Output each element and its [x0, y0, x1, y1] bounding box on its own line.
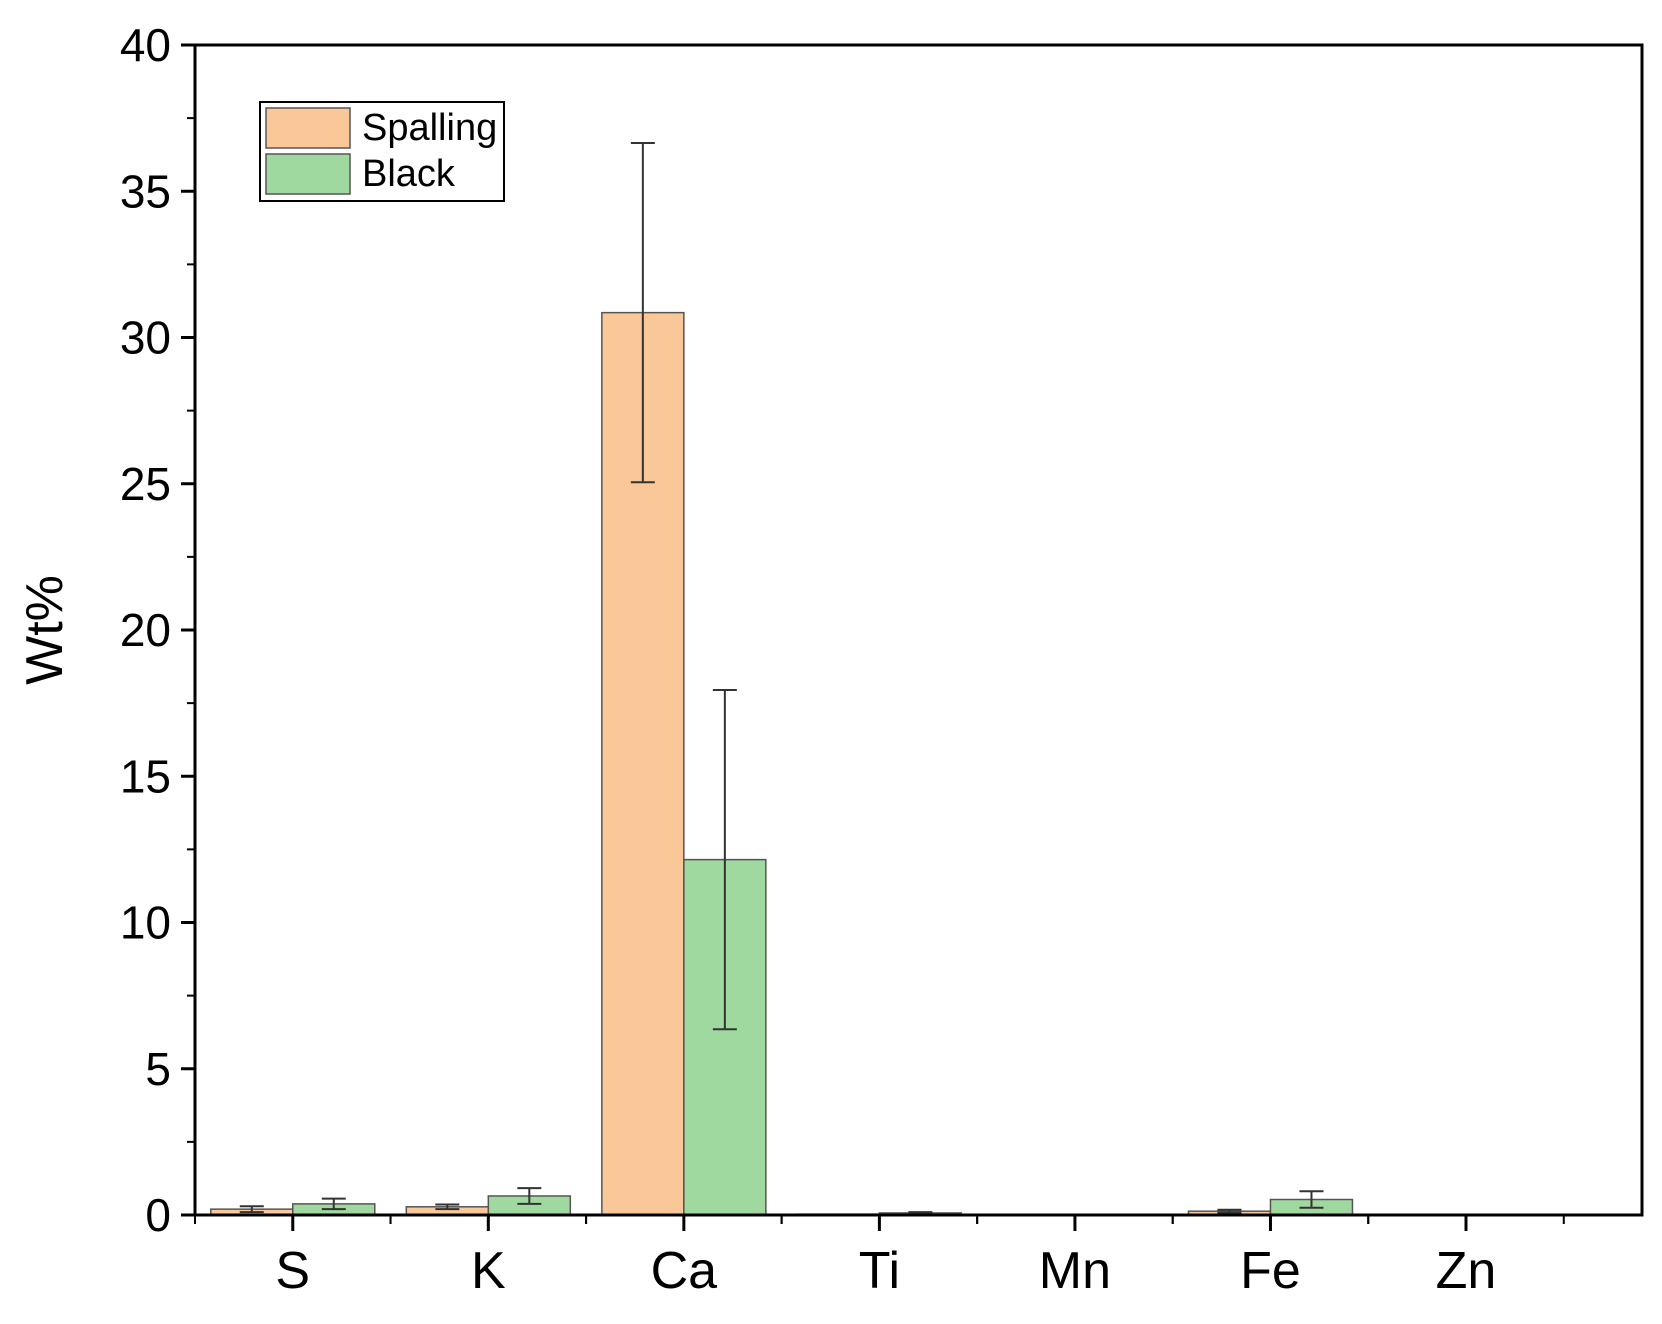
legend-label: Black [362, 153, 456, 195]
y-tick-label: 20 [120, 604, 171, 656]
y-tick-label: 10 [120, 897, 171, 949]
x-tick-label: Zn [1436, 1242, 1497, 1300]
x-tick-label: S [275, 1242, 310, 1300]
x-tick-label: Ti [859, 1242, 900, 1300]
y-tick-label: 5 [145, 1043, 171, 1095]
legend-label: Spalling [362, 107, 497, 149]
plot-frame [193, 43, 1644, 1217]
legend-swatch-spalling [265, 107, 351, 149]
y-axis-ticks: 0 5 10 15 20 25 30 35 40 [120, 19, 195, 1241]
y-tick-label: 25 [120, 458, 171, 510]
y-axis-label: Wt% [16, 575, 74, 685]
y-tick-label: 35 [120, 165, 171, 217]
y-tick-label: 0 [145, 1189, 171, 1241]
y-tick-label: 40 [120, 19, 171, 71]
bar-series-group [210, 311, 1549, 1216]
x-tick-label: Fe [1240, 1242, 1301, 1300]
x-axis-ticks: S K Ca Ti Mn Fe Zn [194, 1215, 1565, 1300]
x-tick-label: Ca [651, 1242, 718, 1300]
x-tick-label: K [471, 1242, 506, 1300]
legend-swatch-black [265, 153, 351, 195]
x-tick-label: Mn [1039, 1242, 1111, 1300]
y-tick-label: 30 [120, 312, 171, 364]
y-tick-label: 15 [120, 750, 171, 802]
error-bars-group [239, 141, 1324, 1215]
